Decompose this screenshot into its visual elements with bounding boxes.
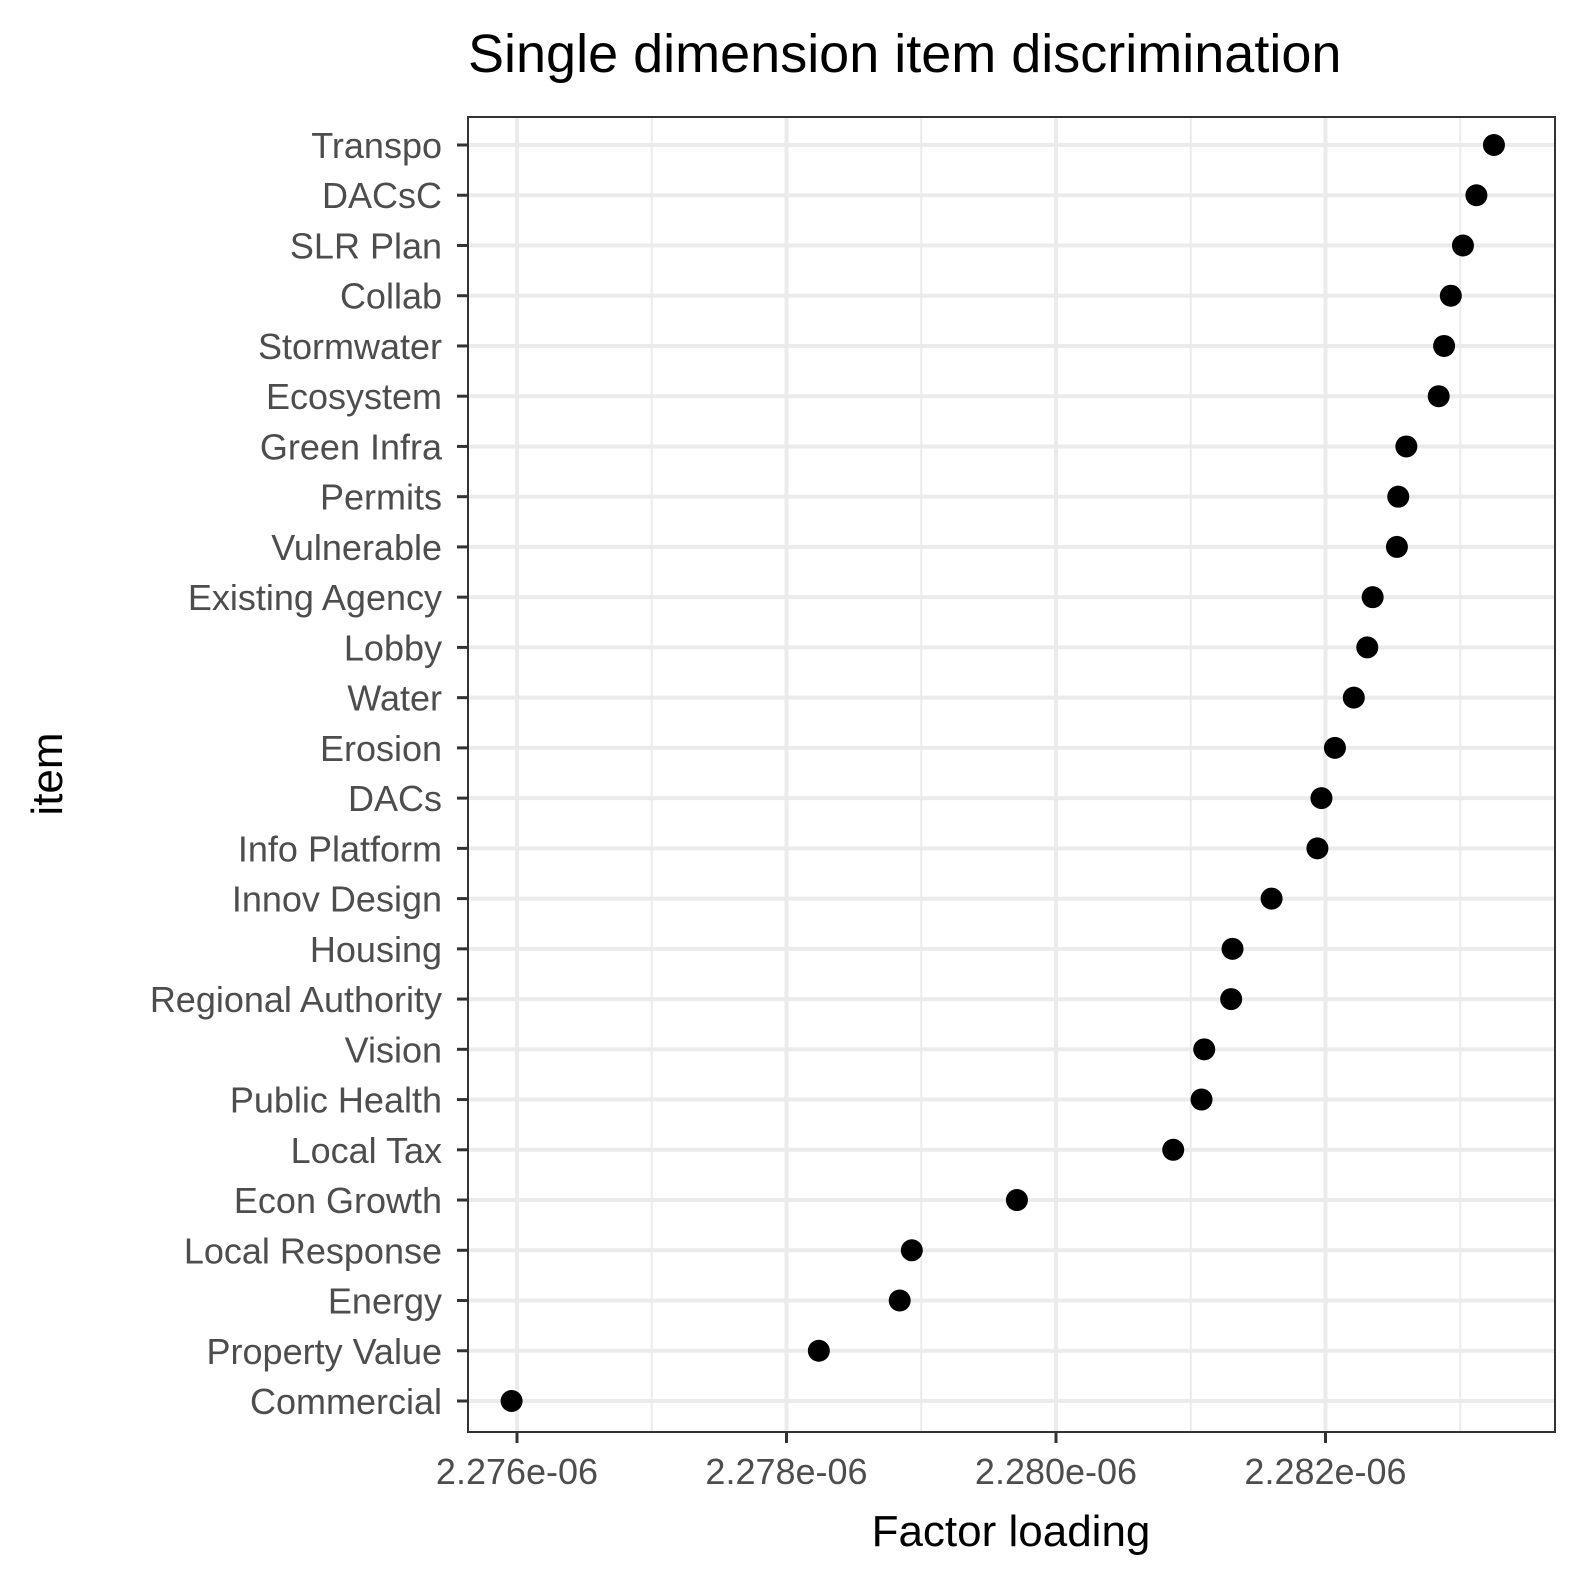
y-tick-label: Permits xyxy=(320,477,442,518)
y-tick-label: Existing Agency xyxy=(188,577,442,618)
y-tick-label: DACs xyxy=(348,778,442,819)
y-tick-label: Commercial xyxy=(250,1381,442,1422)
plot-panel-border xyxy=(467,116,1556,1433)
data-point xyxy=(807,1339,830,1362)
y-tick-label: Vulnerable xyxy=(271,527,442,568)
x-tick-label: 2.276e-06 xyxy=(436,1451,598,1492)
data-points xyxy=(500,134,1505,1412)
y-tick-label: Public Health xyxy=(230,1080,442,1121)
data-point xyxy=(888,1289,911,1312)
data-point xyxy=(900,1239,923,1262)
y-tick-label: DACsC xyxy=(322,175,442,216)
y-tick-label: Regional Authority xyxy=(150,979,442,1020)
y-tick-label: Local Tax xyxy=(291,1130,442,1171)
data-point xyxy=(1190,1088,1213,1111)
y-tick-label: Stormwater xyxy=(258,326,442,367)
y-tick-label: Info Platform xyxy=(238,828,442,869)
data-point xyxy=(1385,535,1408,558)
data-point xyxy=(1427,385,1450,408)
y-tick-label: Erosion xyxy=(320,728,442,769)
y-tick-label: Lobby xyxy=(344,627,442,668)
y-tick-label: SLR Plan xyxy=(290,225,442,266)
plot-panel xyxy=(467,116,1556,1433)
data-point xyxy=(1005,1189,1028,1212)
data-point xyxy=(1193,1038,1216,1061)
y-tick-label: Water xyxy=(347,678,442,719)
major-x-gridlines xyxy=(515,117,1328,1432)
y-tick-label: Green Infra xyxy=(260,426,443,467)
y-tick-label: Local Response xyxy=(184,1230,442,1271)
y-axis-title: item xyxy=(23,732,72,815)
data-point xyxy=(1162,1138,1185,1161)
y-tick-label: Housing xyxy=(310,929,442,970)
plot-panel-background xyxy=(468,117,1555,1432)
x-axis: 2.276e-06 2.278e-06 2.280e-06 2.282e-06 xyxy=(436,1432,1407,1492)
data-point xyxy=(500,1390,523,1412)
y-axis: Transpo DACsC SLR Plan Collab Stormwater Ecos… xyxy=(150,125,468,1422)
x-axis-title: Factor loading xyxy=(872,1507,1151,1556)
y-tick-label: Econ Growth xyxy=(234,1180,442,1221)
data-point xyxy=(1465,184,1488,207)
data-point xyxy=(1356,636,1379,659)
y-tick-label: Collab xyxy=(340,276,442,317)
data-point xyxy=(1451,234,1474,257)
data-point xyxy=(1310,787,1333,810)
data-point xyxy=(1439,284,1462,307)
x-tick-label: 2.280e-06 xyxy=(975,1451,1137,1492)
data-point xyxy=(1482,134,1505,156)
chart-title: Single dimension item discrimination xyxy=(468,24,1341,84)
y-tick-label: Property Value xyxy=(207,1331,442,1372)
data-point xyxy=(1387,485,1410,508)
minor-gridlines xyxy=(650,117,1462,1432)
data-point xyxy=(1306,837,1329,860)
y-tick-label: Vision xyxy=(345,1029,442,1070)
major-y-gridlines xyxy=(468,143,1555,1403)
data-point xyxy=(1361,586,1384,609)
y-tick-label: Transpo xyxy=(311,125,442,166)
y-tick-label: Innov Design xyxy=(232,879,442,920)
y-tick-label: Ecosystem xyxy=(266,376,442,417)
x-tick-label: 2.278e-06 xyxy=(705,1451,867,1492)
y-tick-label: Energy xyxy=(328,1281,442,1322)
data-point xyxy=(1220,988,1243,1011)
data-point xyxy=(1260,887,1283,910)
data-point xyxy=(1433,334,1456,357)
data-point xyxy=(1342,686,1365,709)
data-point xyxy=(1221,937,1244,960)
data-point xyxy=(1395,435,1418,458)
data-point xyxy=(1323,736,1346,759)
x-tick-label: 2.282e-06 xyxy=(1244,1451,1406,1492)
